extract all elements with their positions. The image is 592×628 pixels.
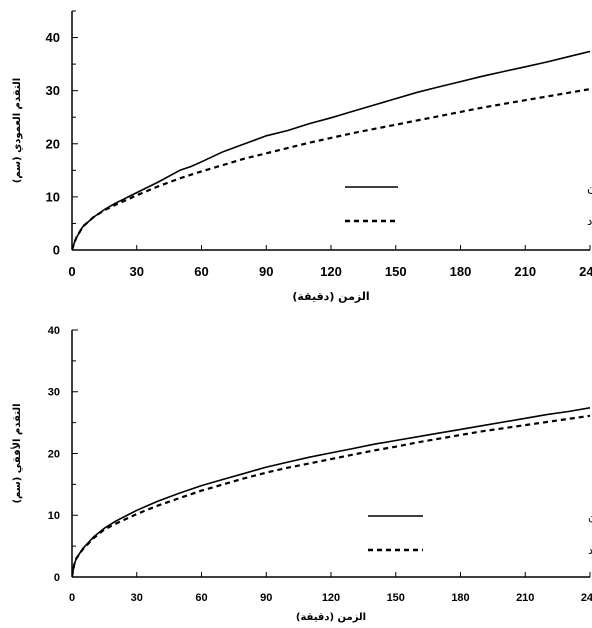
x-tick-label: 30	[130, 264, 144, 279]
y-tick-label: 20	[46, 136, 60, 151]
chart-vertical-advance: 0 30 60 90 120 150 180 210 240 0 10 20 30 40 الزمن (دق…	[12, 10, 592, 303]
legend-label: التقدم الناتج من تداخل منقطين	[587, 180, 592, 195]
x-tick-label: 90	[260, 592, 272, 604]
y-tick-label: 0	[54, 572, 60, 584]
x-tick-label: 180	[450, 264, 472, 279]
x-axis-label: الزمن (دقيقة)	[292, 290, 369, 303]
y-tick-label: 40	[48, 325, 60, 337]
series-single-emitter-line	[72, 414, 590, 577]
y-tick-label: 20	[48, 448, 60, 460]
x-tick-label: 90	[259, 264, 273, 279]
x-tick-label: 150	[385, 264, 407, 279]
x-tick-label: 180	[451, 592, 469, 604]
series-overlap-line	[72, 406, 590, 577]
y-tick-label: 10	[48, 510, 60, 522]
y-axis-label: التقدم الأفقي (سم)	[10, 403, 23, 503]
x-tick-label: 240	[579, 264, 592, 279]
legend-label: التقدم الناتج من منقط منفرد	[587, 214, 592, 229]
x-tick-label: 120	[322, 592, 340, 604]
y-tick-label: 30	[48, 387, 60, 399]
x-tick-label: 30	[131, 592, 143, 604]
x-tick-label: 60	[194, 264, 208, 279]
y-axis-label: التقدم العمودي (سم)	[12, 78, 23, 183]
x-tick-label: 210	[514, 264, 536, 279]
y-tick-label: 10	[46, 189, 60, 204]
legend-label: التقدم الناتج من منقط منفرد	[588, 544, 592, 557]
y-tick-label: 0	[53, 243, 60, 258]
chart-horizontal-advance: 0 30 60 90 120 150 180 210 240 0 10 20 30 40 الزمن (دق…	[10, 325, 592, 623]
x-tick-label: 60	[195, 592, 207, 604]
x-tick-label: 150	[387, 592, 405, 604]
x-tick-label: 0	[69, 592, 75, 604]
series-single-emitter-line	[72, 87, 590, 250]
legend-label: التقدم الناتج من تداخل منقطين	[588, 510, 592, 523]
x-axis-label: الزمن (دقيقة)	[296, 612, 366, 623]
x-tick-label: 210	[516, 592, 534, 604]
y-tick-label: 30	[46, 83, 60, 98]
series-overlap-line	[72, 50, 590, 250]
x-tick-label: 240	[581, 592, 592, 604]
x-tick-label: 120	[320, 264, 342, 279]
x-tick-label: 0	[68, 264, 75, 279]
y-tick-label: 40	[46, 30, 60, 45]
